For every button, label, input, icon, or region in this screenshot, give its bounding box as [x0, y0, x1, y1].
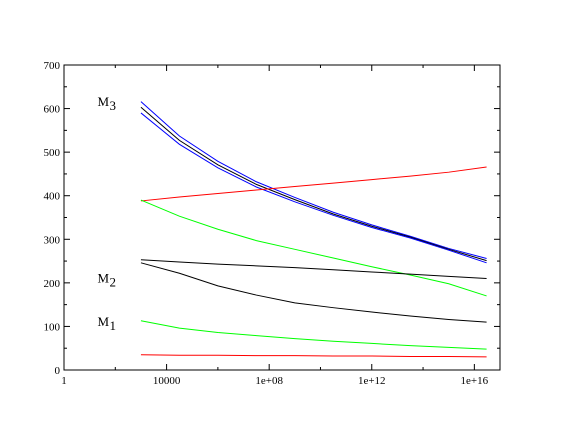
x-tick-label-0: 1 — [61, 375, 67, 387]
x-tick-label-2: 1e+08 — [255, 375, 283, 387]
series-line-6 — [140, 259, 487, 279]
y-tick-label-5: 500 — [44, 147, 61, 159]
y-tick-label-2: 200 — [44, 278, 61, 290]
annotation-main-2: M — [98, 314, 110, 329]
tick-layer: 1 10000 1e+08 1e+12 1e+16 0 100 200 300 400 500 600… — [44, 60, 500, 387]
y-tick-label-1: 100 — [44, 321, 61, 333]
y-tick-label-0: 0 — [55, 365, 61, 377]
annotation-main-1: M — [98, 271, 110, 286]
series-layer — [140, 101, 487, 358]
x-tick-label-3: 1e+12 — [358, 375, 386, 387]
annotation-subscript-0: 3 — [110, 98, 117, 113]
series-line-9 — [140, 354, 487, 358]
x-tick-label-4: 1e+16 — [461, 375, 489, 387]
annotation-subscript-2: 1 — [110, 318, 117, 333]
x-tick-label-1: 10000 — [153, 375, 181, 387]
y-tick-label-3: 300 — [44, 234, 61, 246]
series-line-3 — [140, 112, 487, 264]
y-tick-label-6: 600 — [44, 104, 61, 116]
series-line-8 — [140, 320, 487, 350]
annotation-subscript-1: 2 — [110, 275, 117, 290]
series-line-4 — [140, 166, 487, 202]
annotation-main-0: M — [98, 94, 110, 109]
series-line-2 — [140, 106, 487, 262]
series-line-7 — [140, 262, 487, 323]
series-line-1 — [140, 101, 487, 259]
series-line-5 — [140, 199, 487, 297]
annotation-layer: M 3M 2M 1 — [98, 94, 117, 333]
y-tick-label-4: 400 — [44, 191, 61, 203]
y-tick-label-7: 700 — [44, 60, 61, 72]
